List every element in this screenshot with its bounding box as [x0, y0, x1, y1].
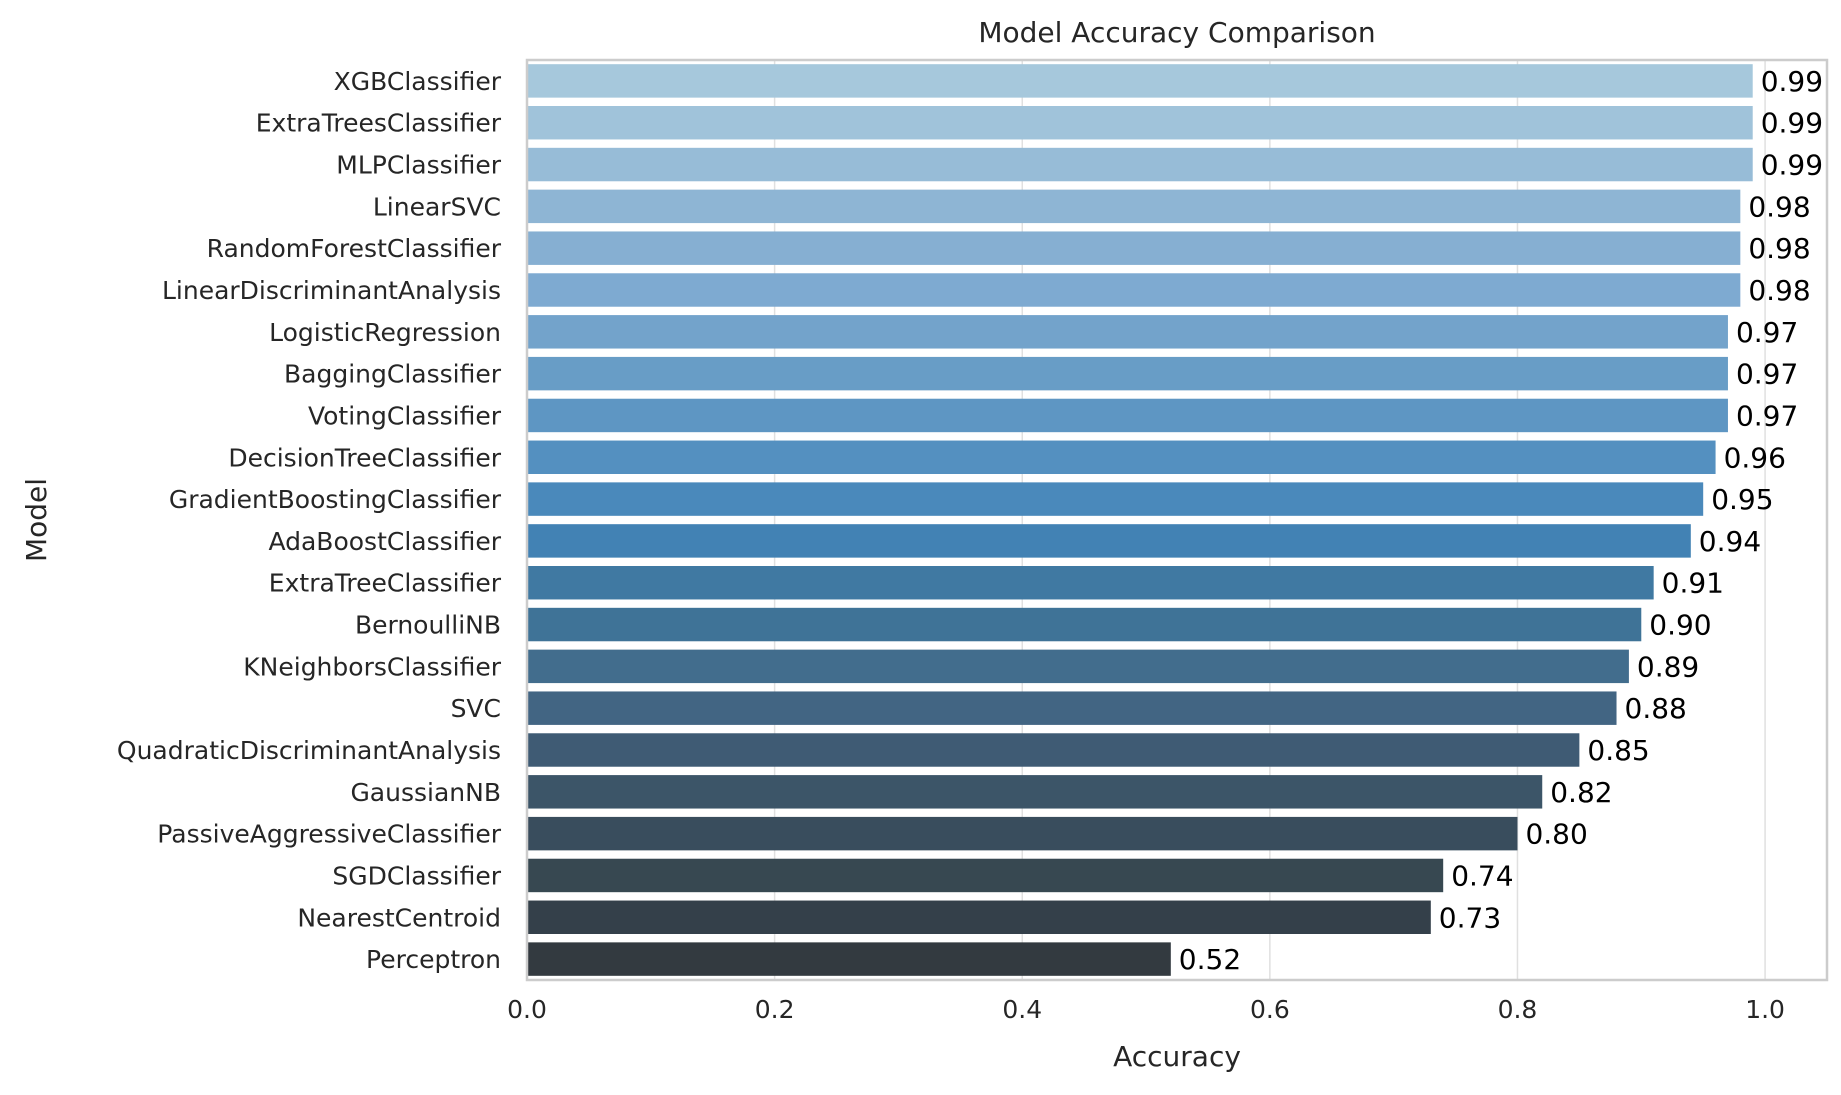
bar: [527, 649, 1629, 684]
y-tick-label: Perceptron: [366, 945, 501, 974]
bar: [527, 607, 1642, 642]
bar: [527, 816, 1518, 851]
y-tick-label: NearestCentroid: [297, 903, 501, 932]
y-tick-label: BaggingClassifier: [284, 360, 502, 389]
bar: [527, 189, 1741, 224]
bar-value-label: 0.97: [1736, 316, 1798, 349]
bar: [527, 106, 1753, 140]
bar-value-label: 0.80: [1525, 818, 1587, 851]
y-tick-label: RandomForestClassifier: [207, 234, 502, 263]
bar-value-label: 0.91: [1662, 567, 1724, 600]
bar-value-label: 0.97: [1736, 358, 1798, 391]
bar: [527, 733, 1580, 767]
bar: [527, 566, 1654, 600]
chart-title: Model Accuracy Comparison: [978, 16, 1375, 49]
y-tick-label: SVC: [451, 694, 501, 723]
bar: [527, 64, 1753, 98]
y-tick-label: XGBClassifier: [334, 67, 502, 96]
bar-value-label: 0.73: [1439, 901, 1501, 934]
bar: [527, 398, 1728, 433]
value-labels-group: 0.99 0.99 0.99 0.98 0.98 0.98 0.97 0.97 0.97 0.96…: [1179, 65, 1823, 976]
y-tick-label: LinearDiscriminantAnalysis: [162, 276, 501, 305]
bar: [527, 900, 1431, 934]
bar-value-label: 0.98: [1748, 274, 1810, 307]
bar: [527, 315, 1728, 349]
x-tick-labels-group: 0.0 0.2 0.4 0.6 0.8 1.0: [507, 995, 1785, 1024]
y-tick-label: VotingClassifier: [308, 401, 502, 430]
y-tick-label: KNeighborsClassifier: [243, 652, 501, 681]
y-axis-label: Model: [20, 478, 53, 562]
bar: [527, 482, 1704, 516]
bar: [527, 356, 1728, 391]
y-tick-label: SGDClassifier: [332, 861, 501, 890]
x-tick-label: 0.8: [1498, 995, 1538, 1024]
y-tick-label: MLPClassifier: [336, 151, 501, 180]
bar-value-label: 0.88: [1625, 692, 1687, 725]
bar-value-label: 0.97: [1736, 399, 1798, 432]
bar-value-label: 0.99: [1761, 149, 1823, 182]
x-tick-label: 0.0: [507, 995, 547, 1024]
y-tick-label: DecisionTreeClassifier: [228, 443, 501, 472]
x-tick-label: 0.2: [755, 995, 795, 1024]
bar-value-label: 0.89: [1637, 650, 1699, 683]
x-tick-label: 1.0: [1745, 995, 1785, 1024]
y-tick-label: ExtraTreesClassifier: [256, 109, 502, 138]
y-tick-label: BernoulliNB: [355, 611, 501, 640]
bar-value-label: 0.98: [1748, 190, 1810, 223]
bar-value-label: 0.94: [1699, 525, 1761, 558]
bar-value-label: 0.90: [1649, 609, 1711, 642]
bar-value-label: 0.82: [1550, 776, 1612, 809]
bar-value-label: 0.74: [1451, 859, 1513, 892]
bar-value-label: 0.98: [1748, 232, 1810, 265]
y-tick-label: AdaBoostClassifier: [268, 527, 501, 556]
y-tick-label: ExtraTreeClassifier: [269, 569, 502, 598]
y-tick-label: LinearSVC: [373, 192, 501, 221]
bar-value-label: 0.52: [1179, 943, 1241, 976]
bar: [527, 942, 1171, 976]
bar: [527, 858, 1444, 893]
bars-group: [527, 64, 1753, 976]
y-tick-label: LogisticRegression: [269, 318, 501, 347]
y-tick-label: PassiveAggressiveClassifier: [157, 820, 501, 849]
bar: [527, 231, 1741, 265]
bar-value-label: 0.95: [1711, 483, 1773, 516]
bar: [527, 775, 1543, 809]
bar-value-label: 0.96: [1724, 441, 1786, 474]
x-tick-label: 0.4: [1002, 995, 1042, 1024]
y-tick-label: GradientBoostingClassifier: [169, 485, 502, 514]
bar: [527, 273, 1741, 307]
x-axis-label: Accuracy: [1113, 1040, 1241, 1073]
bar: [527, 440, 1716, 474]
bar: [527, 524, 1691, 558]
y-tick-label: GaussianNB: [350, 778, 501, 807]
x-tick-label: 0.6: [1250, 995, 1290, 1024]
y-tick-label: QuadraticDiscriminantAnalysis: [117, 736, 501, 765]
bar-value-label: 0.99: [1761, 65, 1823, 98]
plot-frame: [525, 58, 1829, 982]
bar: [527, 691, 1617, 725]
y-tick-labels-group: XGBClassifier ExtraTreesClassifier MLPClas…: [117, 67, 502, 974]
bar: [527, 147, 1753, 182]
bar-value-label: 0.99: [1761, 107, 1823, 140]
bar-value-label: 0.85: [1587, 734, 1649, 767]
